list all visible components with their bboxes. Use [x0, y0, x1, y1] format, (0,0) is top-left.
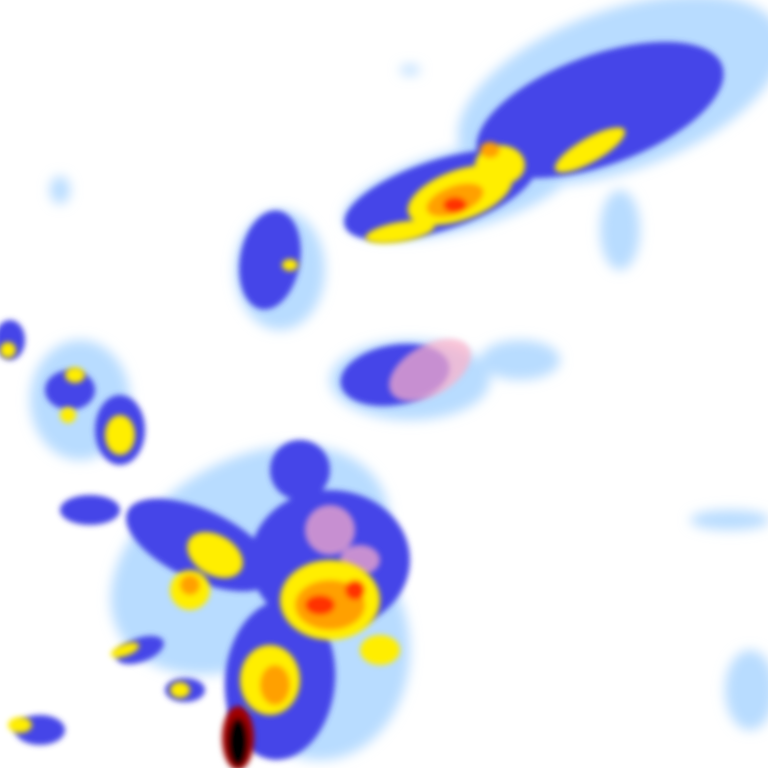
heavy-echo [65, 367, 85, 383]
heavy-echo [170, 682, 190, 698]
heavy-echo [365, 220, 435, 244]
light-echo [600, 190, 640, 270]
intense-echo [480, 142, 500, 158]
extreme-core [228, 718, 248, 766]
light-echo [400, 65, 420, 75]
light-echo [480, 340, 560, 380]
intense-echo [260, 665, 290, 705]
moderate-echo [270, 440, 330, 500]
mixed-precipitation [305, 338, 471, 575]
severe-echo [443, 197, 467, 213]
severe-echo [305, 595, 335, 615]
light-echo [50, 176, 70, 204]
heavy-echo [105, 415, 135, 455]
heavy-echo [60, 407, 76, 423]
heavy-echo [8, 717, 32, 733]
mixed-echo [305, 505, 355, 555]
light-echo [690, 510, 768, 530]
heavy-echo [0, 342, 16, 358]
light-echo [725, 650, 768, 730]
heavy-echo [360, 635, 400, 665]
moderate-echo [60, 495, 120, 525]
heavy-echo [187, 532, 243, 578]
intense-echo [180, 575, 200, 595]
moderate-echo [476, 41, 724, 179]
heavy-echo [110, 642, 140, 658]
heavy-precipitation [0, 127, 626, 768]
moderate-echo [239, 210, 301, 310]
heavy-echo [554, 127, 626, 173]
heavy-echo [282, 259, 298, 271]
severe-echo [345, 580, 365, 600]
mixed-echo [389, 338, 471, 402]
